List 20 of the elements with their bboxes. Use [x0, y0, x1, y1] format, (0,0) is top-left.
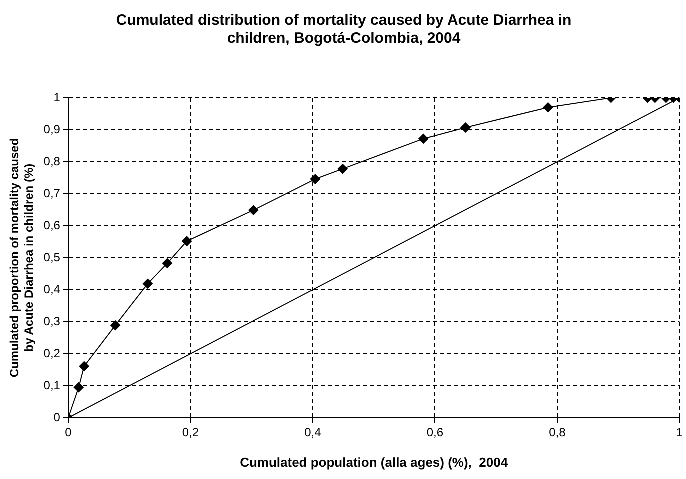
y-tick-label: 0,7: [44, 186, 61, 200]
y-tick-label: 1: [54, 90, 61, 104]
y-tick-label: 0,5: [44, 250, 61, 264]
y-axis-title: Cumulated proportion of mortality caused by Acute Diarrhea in children (%): [8, 138, 36, 378]
x-tick-label: 0,2: [182, 426, 200, 440]
x-tick-label: 0,6: [426, 426, 444, 440]
x-tick-label: 1: [676, 426, 684, 440]
chart-title: Cumulated distribution of mortality caused by Acute Diarrhea in children, Bogotá-Colombia, 2004: [116, 12, 572, 48]
x-tick-label: 0: [65, 426, 72, 440]
y-tick-label: 0,2: [44, 346, 61, 360]
x-tick-label: 0,4: [304, 426, 322, 440]
y-tick-label: 0,9: [44, 122, 61, 136]
x-axis-title: Cumulated population (alla ages) (%), 2004: [240, 454, 509, 470]
y-tick-label: 0,4: [44, 282, 61, 296]
y-tick-label: 0,3: [44, 314, 61, 328]
y-tick-label: 0: [54, 410, 61, 424]
x-tick-label: 0,8: [549, 426, 566, 440]
y-tick-label: 0,6: [44, 218, 61, 232]
y-tick-label: 0,8: [44, 154, 61, 168]
y-tick-label: 0,1: [44, 378, 61, 392]
